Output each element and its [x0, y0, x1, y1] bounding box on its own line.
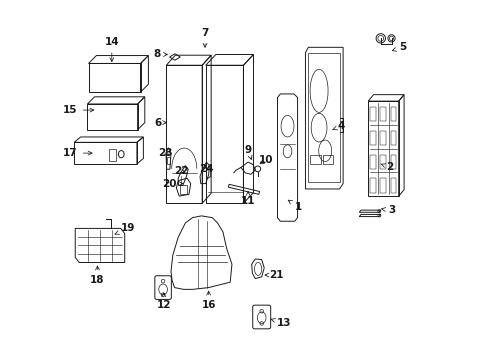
Bar — [380, 131, 385, 145]
Text: 4: 4 — [332, 121, 345, 131]
Text: 14: 14 — [104, 37, 119, 62]
Bar — [308, 53, 339, 182]
Text: 17: 17 — [63, 148, 92, 158]
Text: 21: 21 — [264, 270, 284, 280]
Text: 6: 6 — [155, 118, 166, 128]
Text: 16: 16 — [201, 291, 215, 310]
Text: 1: 1 — [287, 200, 301, 212]
Bar — [108, 149, 116, 161]
Text: 13: 13 — [270, 319, 291, 328]
Text: 11: 11 — [241, 192, 255, 206]
Text: 18: 18 — [90, 266, 104, 285]
Text: 20: 20 — [162, 179, 183, 189]
Bar — [380, 107, 385, 121]
Text: 22: 22 — [173, 166, 188, 176]
Bar — [369, 154, 375, 169]
Bar — [380, 178, 385, 193]
Text: 5: 5 — [391, 42, 405, 52]
Text: 9: 9 — [244, 145, 251, 159]
Bar — [309, 156, 320, 165]
Text: 24: 24 — [199, 164, 214, 174]
Text: 10: 10 — [258, 155, 273, 165]
Bar — [166, 157, 170, 164]
Bar — [369, 131, 375, 145]
Text: 8: 8 — [153, 49, 167, 59]
Bar — [390, 178, 395, 193]
Bar — [390, 107, 395, 121]
Bar — [390, 154, 395, 169]
Text: 23: 23 — [158, 148, 172, 158]
Text: 12: 12 — [156, 293, 171, 310]
Bar — [369, 107, 375, 121]
Text: 2: 2 — [380, 162, 393, 172]
Bar — [180, 185, 187, 194]
Bar — [390, 131, 395, 145]
Bar — [322, 156, 332, 165]
Bar — [380, 154, 385, 169]
Text: 3: 3 — [381, 206, 394, 216]
Bar — [369, 178, 375, 193]
Text: 15: 15 — [63, 105, 94, 115]
Text: 7: 7 — [201, 28, 208, 47]
Text: 19: 19 — [115, 224, 135, 234]
